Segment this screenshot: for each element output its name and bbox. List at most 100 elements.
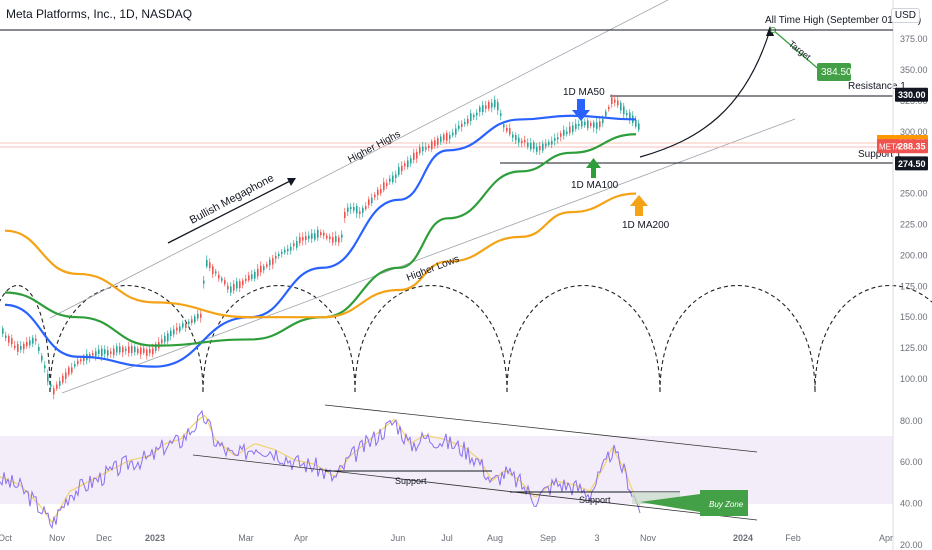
candle-body	[287, 248, 289, 252]
candle-body	[509, 128, 511, 135]
price-tick-label: 175.00	[900, 281, 928, 291]
candle-body	[494, 99, 496, 108]
ma-line-1d-ma100	[4, 133, 637, 347]
candle-body	[323, 232, 325, 236]
candle-body	[239, 281, 241, 288]
candle-body	[533, 142, 535, 149]
candle-body	[329, 236, 331, 240]
candle-body	[266, 264, 268, 267]
candle-body	[212, 266, 214, 274]
candle-body	[617, 100, 619, 106]
candle-body	[98, 349, 100, 354]
price-label-box	[895, 156, 928, 171]
candle-body	[2, 328, 4, 334]
candle-body	[614, 99, 616, 103]
candle-body	[35, 338, 37, 341]
candle-body	[383, 182, 385, 191]
candle-body	[77, 360, 79, 365]
candle-body	[521, 140, 523, 143]
candle-body	[542, 143, 544, 151]
candle-body	[581, 120, 583, 127]
candle-body	[80, 359, 82, 362]
candle-body	[53, 388, 55, 395]
candle-body	[527, 142, 529, 147]
rsi-channel-bottom	[192, 454, 758, 521]
candle-body	[224, 280, 226, 285]
candle-body	[65, 372, 67, 379]
candle-body	[140, 347, 142, 355]
candle-body	[89, 354, 91, 358]
candle-body	[611, 97, 613, 105]
candle-body	[548, 141, 550, 145]
ma-line-1d-ma50	[4, 114, 637, 368]
candle-body	[338, 237, 340, 243]
candle-body	[308, 235, 310, 239]
candle-body	[74, 364, 76, 367]
candle-body	[38, 347, 40, 351]
candle-body	[20, 345, 22, 350]
candle-body	[47, 374, 49, 382]
candle-body	[353, 207, 355, 211]
candle-body	[377, 189, 379, 196]
candle-body	[401, 165, 403, 172]
rsi-tick-label: 80.00	[900, 416, 923, 426]
candle-body	[536, 146, 538, 152]
currency-button[interactable]: USD	[890, 8, 920, 23]
candle-body	[452, 132, 454, 136]
candle-body	[278, 254, 280, 257]
time-tick-label: Apr	[879, 533, 893, 543]
candle-body	[143, 348, 145, 353]
candle-body	[68, 367, 70, 375]
candle-body	[107, 350, 109, 356]
candle-body	[131, 346, 133, 354]
candle-body	[326, 235, 328, 239]
candle-body	[341, 234, 343, 238]
candle-body	[191, 319, 193, 323]
candle-body	[560, 133, 562, 137]
candle-body	[29, 340, 31, 346]
candle-body	[251, 274, 253, 279]
candle-body	[530, 143, 532, 150]
cycle-arc	[814, 285, 932, 393]
candle-body	[464, 122, 466, 125]
candle-body	[428, 145, 430, 148]
candle-body	[422, 146, 424, 152]
candle-body	[335, 236, 337, 242]
candle-body	[395, 174, 397, 179]
rsi-line	[0, 409, 641, 530]
candle-body	[332, 237, 334, 243]
candles	[2, 93, 640, 400]
candle-body	[434, 140, 436, 146]
candle-body	[356, 205, 358, 214]
candle-body	[215, 271, 217, 274]
candle-body	[479, 107, 481, 112]
cycle-arc	[659, 285, 816, 393]
candle-body	[578, 123, 580, 127]
ma200-label: 1D MA200	[622, 220, 670, 231]
candle-body	[419, 147, 421, 154]
candle-body	[200, 313, 202, 318]
candle-body	[41, 355, 43, 361]
candle-body	[146, 349, 148, 356]
candle-body	[116, 346, 118, 353]
candle-body	[311, 233, 313, 239]
candle-body	[389, 178, 391, 182]
candle-body	[281, 251, 283, 254]
price-tick-label: 100.00	[900, 374, 928, 384]
candle-body	[197, 313, 199, 319]
candle-body	[539, 145, 541, 151]
candle-body	[557, 137, 559, 140]
candle-body	[482, 105, 484, 113]
support1-label: Support 1	[858, 149, 902, 160]
rsi-channel-top	[324, 404, 758, 453]
candle-body	[272, 258, 274, 265]
time-axis[interactable]: Oct Nov Dec 2023 Mar Apr Jun Jul Aug Sep 3 Nov 2024 F…	[0, 533, 893, 543]
candle-body	[179, 326, 181, 332]
price-label-text: 330.00	[898, 90, 926, 100]
candle-body	[290, 246, 292, 251]
cycle-arc	[506, 285, 661, 393]
candle-body	[500, 113, 502, 116]
candle-body	[563, 129, 565, 136]
